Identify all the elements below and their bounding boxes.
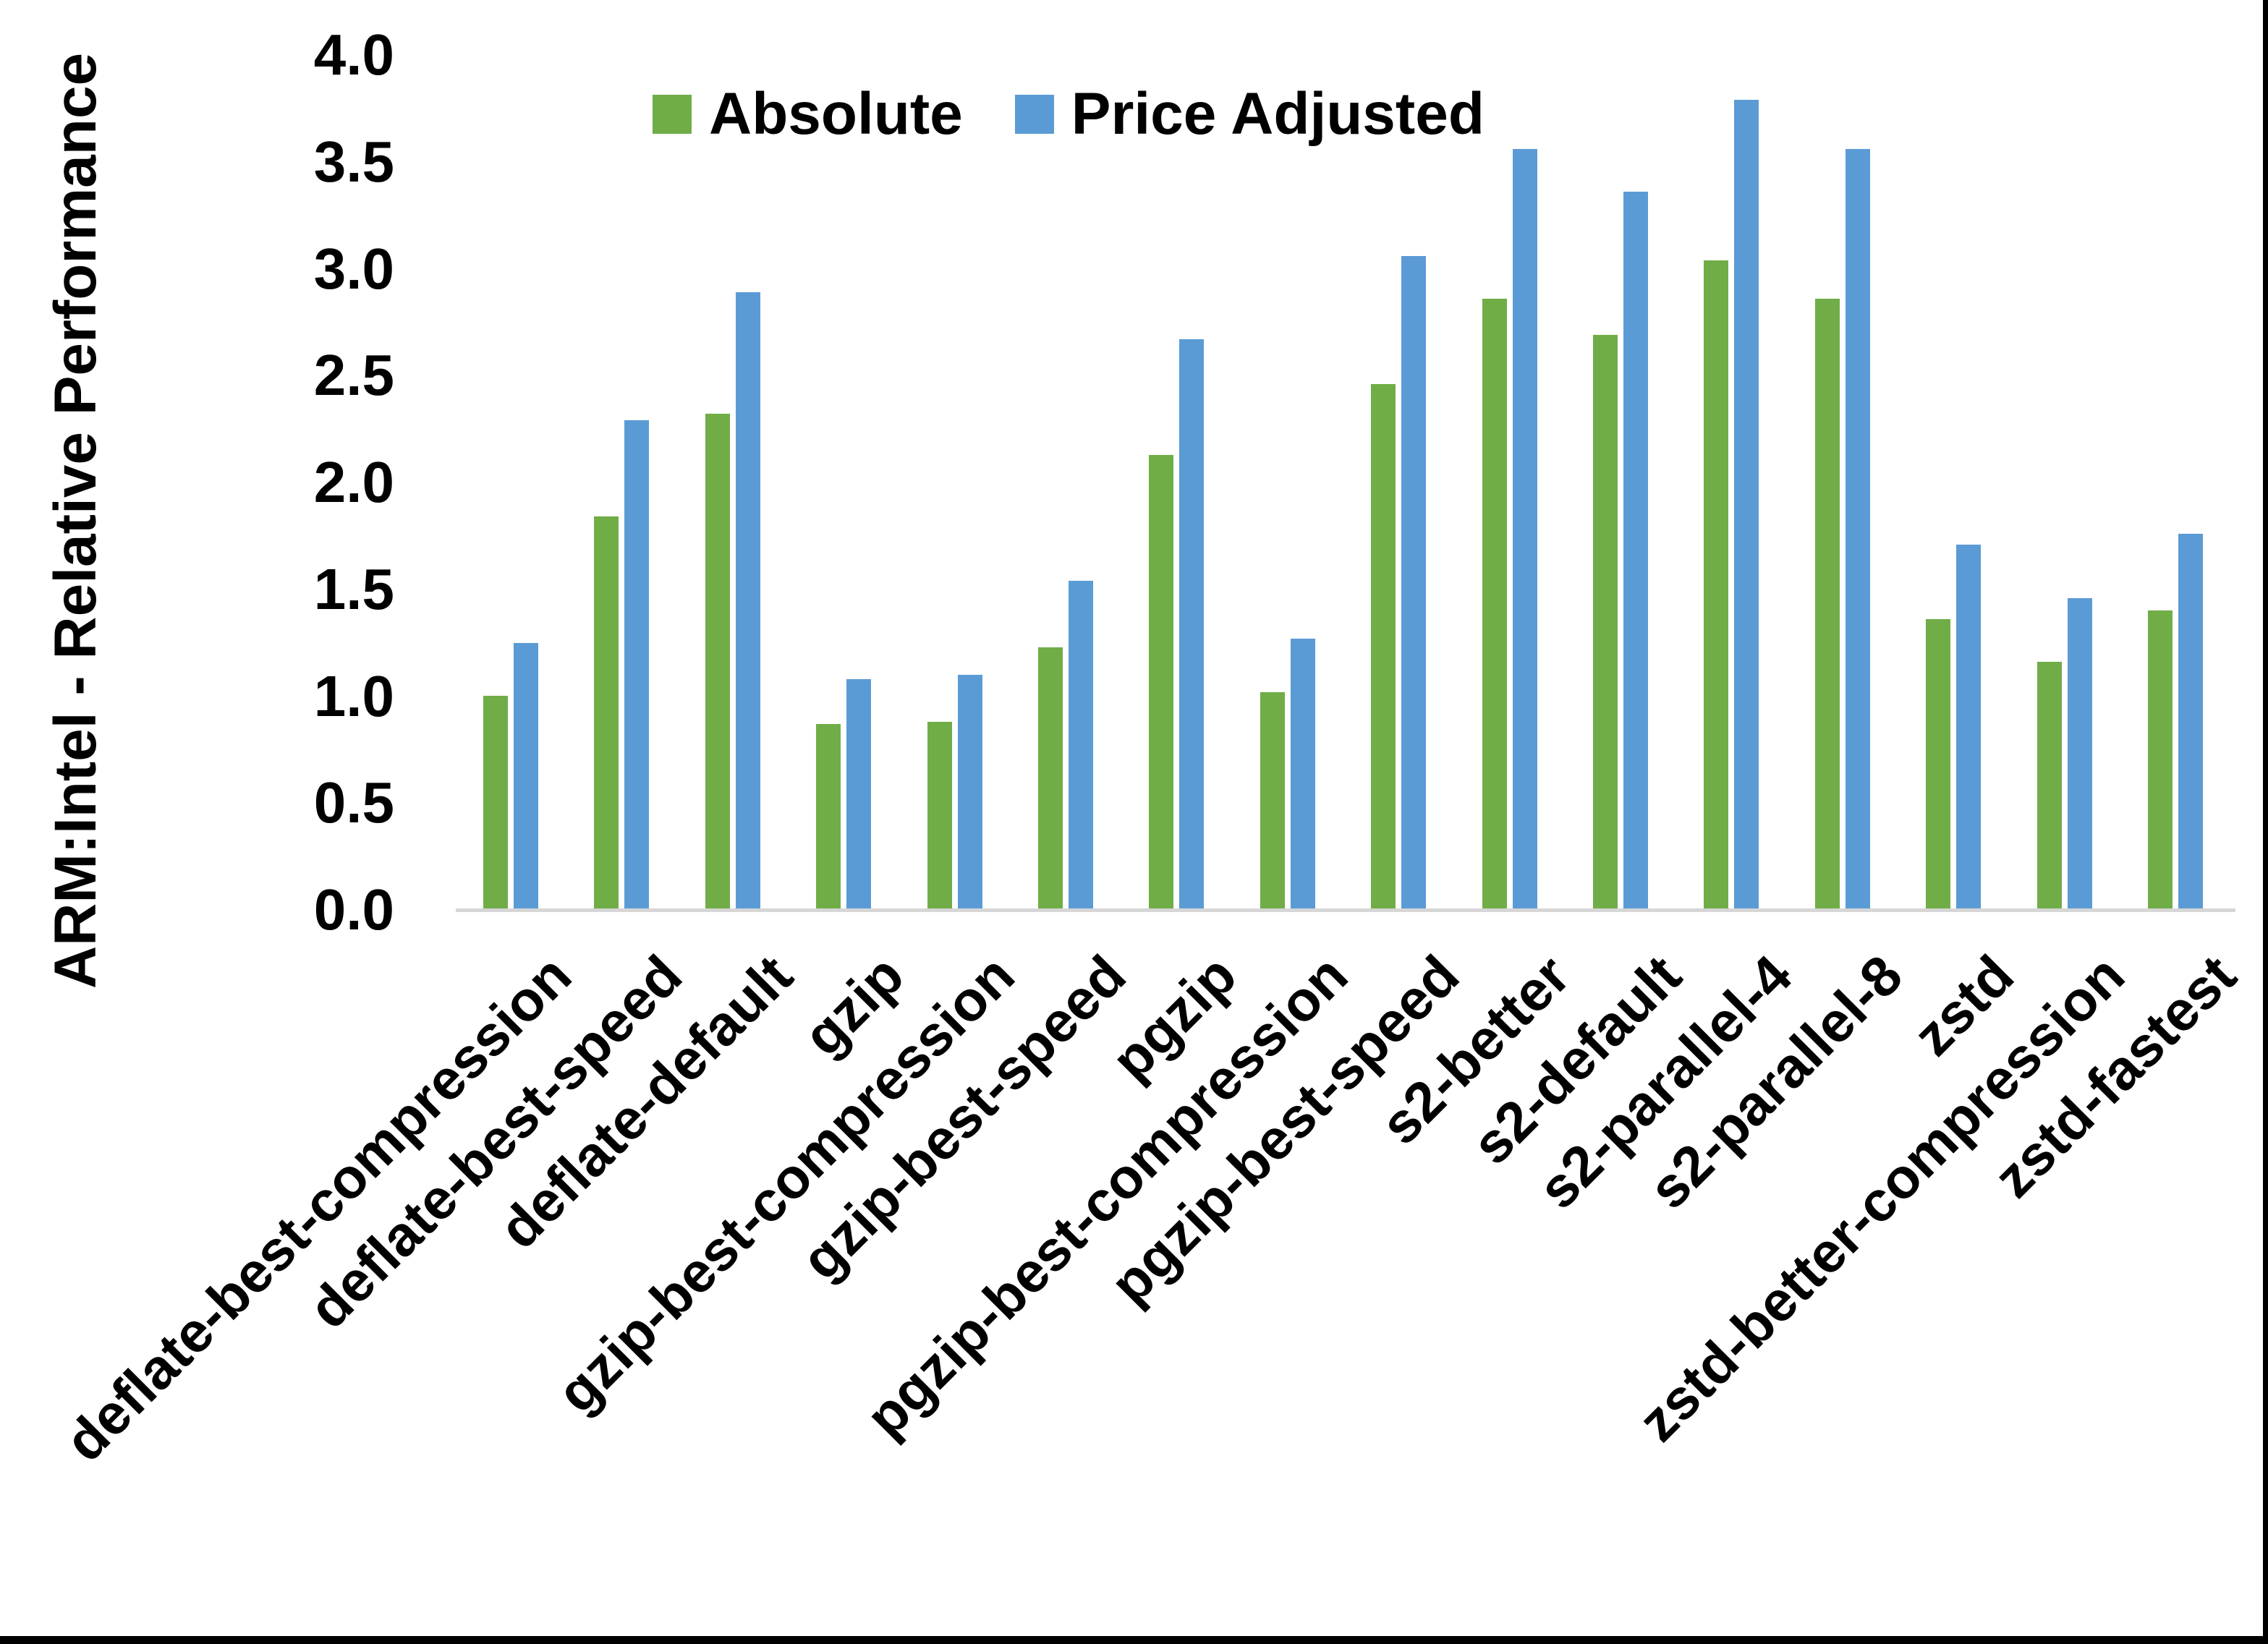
bar-absolute-pgzip-best-speed (1371, 384, 1396, 910)
legend-label: Price Adjusted (1071, 81, 1485, 147)
bar-absolute-s2-better (1482, 299, 1507, 910)
bar-absolute-zstd (1926, 619, 1950, 910)
y-tick-label: 0.5 (313, 770, 394, 835)
legend-swatch-icon (653, 95, 692, 134)
y-tick-label: 3.0 (313, 237, 394, 301)
bar-absolute-s2-parallel-4 (1704, 260, 1728, 910)
x-axis-line (456, 908, 2235, 912)
bar-price-adjusted-deflate-best-speed (624, 420, 649, 910)
bar-absolute-deflate-default (705, 414, 730, 910)
frame-border-right (2263, 0, 2268, 1644)
bar-price-adjusted-gzip-best-compression (958, 675, 982, 910)
bar-absolute-gzip-best-compression (927, 722, 952, 910)
bar-price-adjusted-deflate-default (736, 292, 760, 910)
bar-absolute-deflate-best-compression (483, 696, 508, 910)
bar-absolute-s2-parallel-8 (1815, 299, 1840, 910)
bar-price-adjusted-deflate-best-compression (514, 643, 538, 910)
legend-label: Absolute (709, 81, 963, 147)
bar-price-adjusted-s2-better (1513, 149, 1537, 910)
bar-price-adjusted-pgzip-best-speed (1401, 256, 1426, 910)
bar-price-adjusted-zstd-fastest (2178, 534, 2203, 910)
bar-absolute-gzip (816, 724, 841, 910)
legend-item-absolute: Absolute (653, 80, 963, 148)
bar-price-adjusted-s2-parallel-4 (1734, 100, 1759, 910)
y-axis-title: ARM:Intel - Relative Performance (43, 52, 109, 989)
y-tick-label: 3.5 (313, 129, 394, 194)
y-tick-label: 2.5 (313, 343, 394, 407)
y-axis-title-wrap: ARM:Intel - Relative Performance (36, 53, 116, 989)
y-tick-label: 1.5 (313, 557, 394, 621)
bar-price-adjusted-s2-parallel-8 (1846, 149, 1870, 910)
y-tick-label: 2.0 (313, 450, 394, 514)
bar-price-adjusted-pgzip (1179, 339, 1204, 910)
y-tick-label: 4.0 (313, 22, 394, 87)
bar-absolute-zstd-better-compression (2037, 662, 2062, 910)
frame-border-bottom (0, 1636, 2268, 1644)
bar-price-adjusted-gzip (846, 679, 871, 910)
bar-price-adjusted-gzip-best-speed (1069, 581, 1093, 910)
y-tick-label: 0.0 (313, 877, 394, 942)
y-tick-label: 1.0 (313, 664, 394, 728)
legend-item-price-adjusted: Price Adjusted (1014, 80, 1485, 148)
bar-price-adjusted-s2-default (1623, 192, 1648, 910)
bar-absolute-pgzip (1149, 455, 1173, 910)
bar-price-adjusted-pgzip-best-compression (1291, 639, 1315, 910)
bar-absolute-s2-default (1593, 335, 1618, 910)
bar-price-adjusted-zstd (1956, 545, 1981, 910)
bar-absolute-deflate-best-speed (594, 516, 619, 910)
bar-absolute-zstd-fastest (2148, 610, 2173, 910)
legend-swatch-icon (1014, 95, 1054, 134)
bar-absolute-gzip-best-speed (1038, 647, 1063, 910)
chart-legend: Absolute Price Adjusted (653, 81, 1537, 147)
bar-price-adjusted-zstd-better-compression (2068, 598, 2092, 910)
bar-absolute-pgzip-best-compression (1260, 692, 1285, 910)
